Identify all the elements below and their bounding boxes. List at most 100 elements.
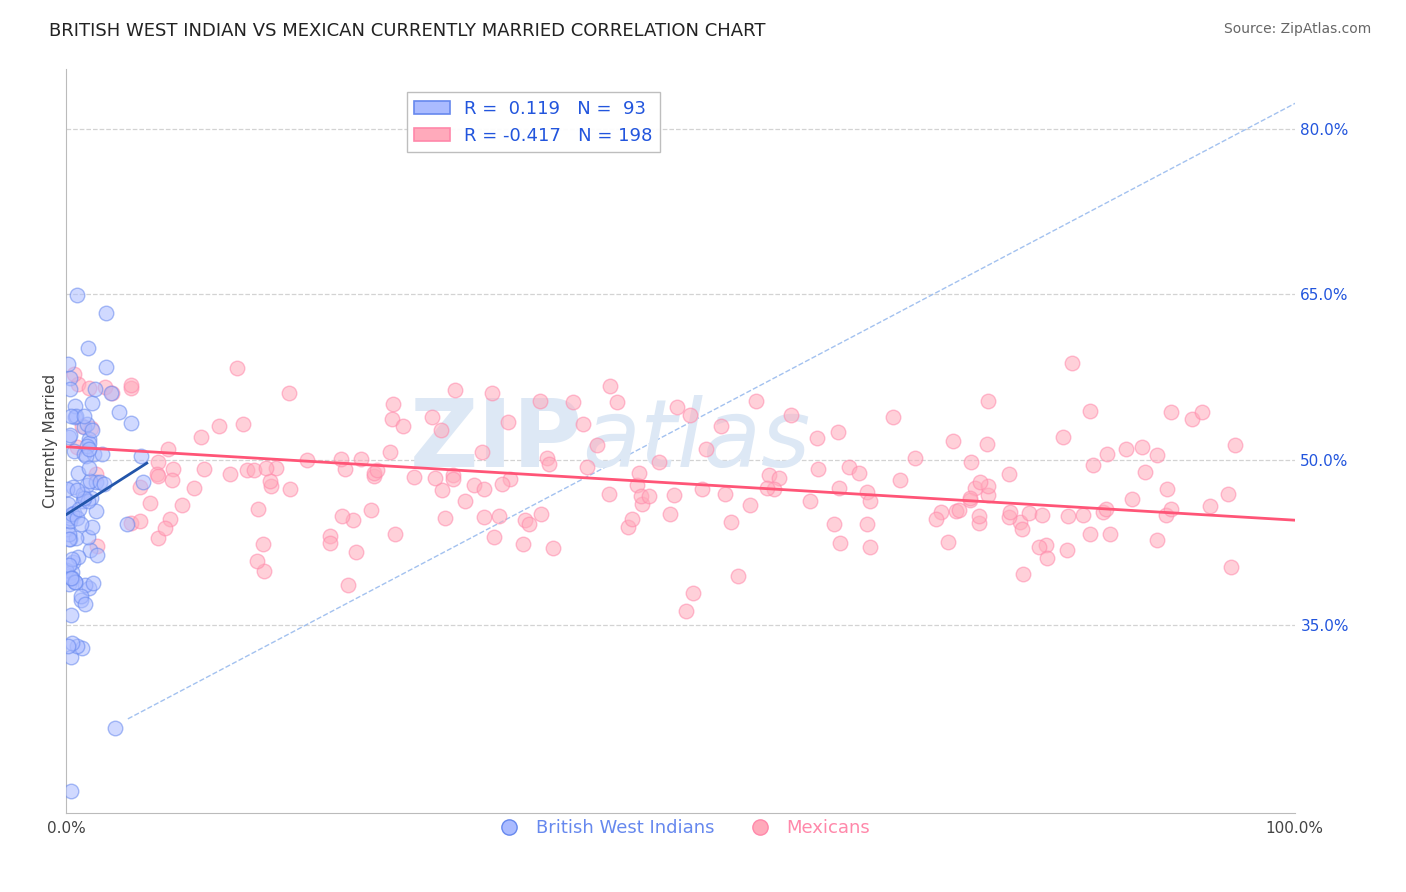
Point bbox=[259, 474, 281, 488]
Point bbox=[80, 491, 103, 505]
Point bbox=[264, 461, 287, 475]
Point bbox=[1052, 430, 1074, 444]
Point bbox=[1081, 458, 1104, 472]
Point bbox=[58, 358, 80, 372]
Point bbox=[80, 423, 103, 437]
Point bbox=[58, 569, 80, 583]
Point bbox=[1156, 482, 1178, 496]
Point bbox=[77, 581, 100, 595]
Point bbox=[1160, 502, 1182, 516]
Point bbox=[1133, 465, 1156, 479]
Point bbox=[402, 470, 425, 484]
Point bbox=[62, 480, 84, 494]
Point bbox=[75, 597, 97, 611]
Point bbox=[1078, 404, 1101, 418]
Point bbox=[129, 449, 152, 463]
Point bbox=[472, 482, 495, 496]
Point bbox=[925, 512, 948, 526]
Point bbox=[59, 571, 82, 585]
Point bbox=[675, 604, 697, 618]
Point bbox=[1092, 505, 1115, 519]
Point bbox=[60, 636, 83, 650]
Point bbox=[170, 498, 193, 512]
Point bbox=[758, 468, 780, 483]
Point bbox=[66, 440, 89, 454]
Point bbox=[115, 516, 138, 531]
Point bbox=[252, 564, 274, 578]
Point bbox=[342, 513, 364, 527]
Point bbox=[100, 386, 122, 401]
Point bbox=[963, 481, 986, 495]
Point bbox=[1098, 527, 1121, 541]
Point bbox=[572, 417, 595, 431]
Point bbox=[59, 532, 82, 546]
Point bbox=[337, 578, 360, 592]
Point bbox=[86, 548, 108, 562]
Point bbox=[517, 516, 540, 531]
Point bbox=[72, 494, 94, 508]
Point bbox=[1198, 499, 1220, 513]
Point bbox=[62, 555, 84, 569]
Point bbox=[77, 432, 100, 446]
Point bbox=[420, 410, 443, 425]
Point bbox=[381, 397, 404, 411]
Point bbox=[536, 451, 558, 466]
Point bbox=[70, 593, 93, 607]
Point bbox=[630, 489, 652, 503]
Point bbox=[120, 381, 142, 395]
Point bbox=[779, 408, 801, 422]
Point bbox=[139, 496, 162, 510]
Point bbox=[60, 552, 83, 566]
Point bbox=[1031, 508, 1053, 522]
Point bbox=[59, 608, 82, 623]
Point bbox=[295, 453, 318, 467]
Point bbox=[470, 445, 492, 459]
Point bbox=[959, 491, 981, 505]
Point bbox=[146, 531, 169, 545]
Point bbox=[1156, 508, 1178, 522]
Point bbox=[738, 498, 761, 512]
Point bbox=[682, 586, 704, 600]
Point bbox=[254, 460, 277, 475]
Point bbox=[96, 359, 118, 374]
Point bbox=[86, 539, 108, 553]
Point bbox=[488, 509, 510, 524]
Point bbox=[621, 512, 644, 526]
Text: atlas: atlas bbox=[582, 395, 811, 486]
Point bbox=[93, 477, 115, 491]
Point bbox=[243, 463, 266, 477]
Point bbox=[1062, 356, 1084, 370]
Point bbox=[904, 451, 927, 466]
Point bbox=[430, 483, 453, 497]
Point bbox=[65, 639, 87, 653]
Point bbox=[482, 530, 505, 544]
Point bbox=[855, 516, 877, 531]
Point bbox=[75, 449, 97, 463]
Point bbox=[828, 481, 851, 495]
Point bbox=[998, 505, 1021, 519]
Point bbox=[59, 514, 82, 528]
Point bbox=[73, 447, 96, 461]
Point bbox=[70, 589, 93, 603]
Point bbox=[66, 483, 89, 498]
Point bbox=[66, 510, 89, 524]
Point bbox=[606, 395, 628, 409]
Point bbox=[75, 578, 97, 592]
Point bbox=[104, 722, 127, 736]
Point bbox=[278, 482, 301, 496]
Point bbox=[391, 418, 413, 433]
Point bbox=[190, 430, 212, 444]
Point bbox=[70, 516, 93, 531]
Point bbox=[120, 416, 142, 430]
Point bbox=[762, 482, 785, 496]
Point bbox=[120, 516, 142, 530]
Point bbox=[936, 535, 959, 549]
Point bbox=[799, 494, 821, 508]
Point bbox=[247, 501, 270, 516]
Point bbox=[319, 535, 342, 549]
Point bbox=[193, 462, 215, 476]
Point bbox=[132, 475, 155, 489]
Point bbox=[59, 427, 82, 442]
Point bbox=[79, 543, 101, 558]
Point bbox=[146, 455, 169, 469]
